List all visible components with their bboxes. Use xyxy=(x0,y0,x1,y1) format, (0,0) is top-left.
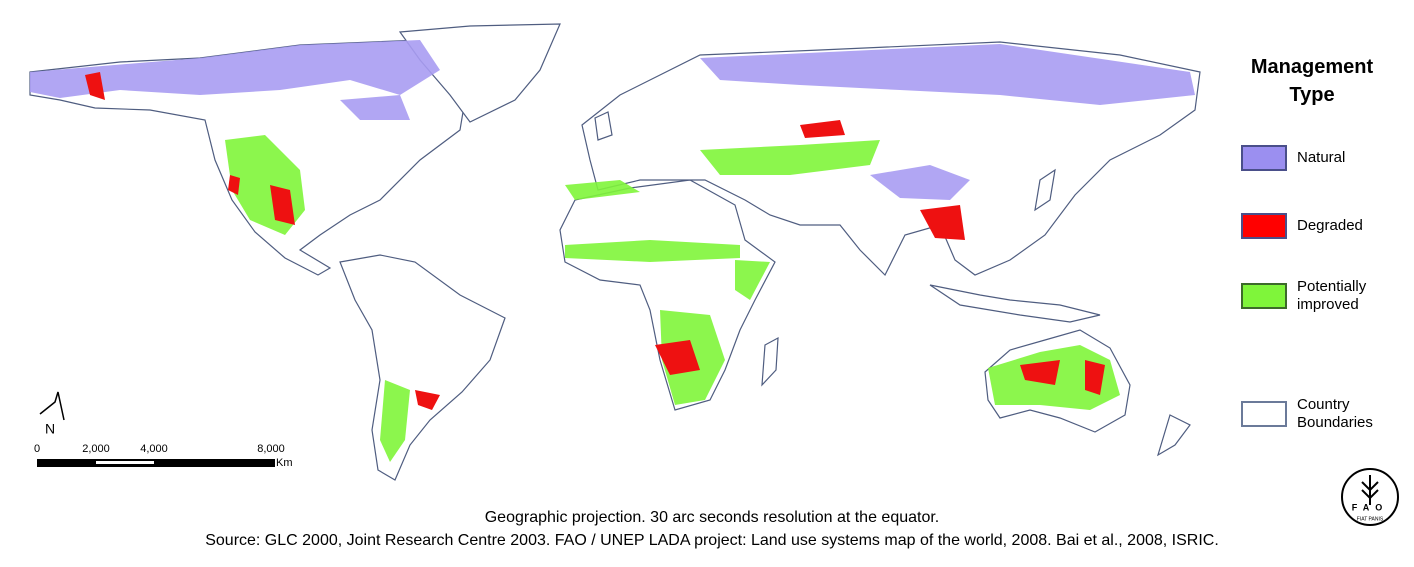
logo-letters: FAO xyxy=(1352,502,1389,512)
north-label: N xyxy=(45,421,55,437)
new-zealand xyxy=(1156,414,1191,457)
indonesia xyxy=(929,284,1101,323)
scale-label: 0 xyxy=(34,443,40,455)
british-isles xyxy=(594,111,613,141)
legend-label: Natural xyxy=(1297,149,1345,166)
degraded-cover xyxy=(270,185,295,225)
improved-cover xyxy=(380,380,410,462)
degraded-cover xyxy=(920,205,965,240)
scale-label: 4,000 xyxy=(140,443,168,455)
legend-swatch xyxy=(1241,401,1287,427)
legend: Natural Degraded Potentially improved Countr… xyxy=(1241,145,1373,431)
degraded-cover xyxy=(228,175,240,195)
improved-cover xyxy=(565,240,740,262)
scale-label: 8,000 xyxy=(257,443,285,455)
degraded-cover xyxy=(655,340,700,375)
scale-bar-black xyxy=(37,459,275,467)
legend-swatch xyxy=(1241,283,1287,309)
caption-line: Geographic projection. 30 arc seconds re… xyxy=(485,509,940,526)
improved-cover xyxy=(700,140,880,175)
logo-motto: FIAT PANIS xyxy=(1357,516,1384,522)
japan xyxy=(1034,168,1056,212)
north-arrow: N xyxy=(39,391,65,437)
degraded-cover xyxy=(1020,360,1060,385)
degraded-cover xyxy=(85,72,105,100)
legend-title: Management Type xyxy=(1251,56,1374,106)
legend-label: Country Boundaries xyxy=(1297,396,1373,431)
degraded-cover xyxy=(415,390,440,410)
madagascar xyxy=(761,336,779,387)
natural-cover xyxy=(870,165,970,200)
eurasia xyxy=(581,41,1201,277)
natural-cover xyxy=(700,44,1195,105)
caption-line: Source: GLC 2000, Joint Research Centre … xyxy=(205,532,1219,549)
degraded-cover xyxy=(1085,360,1105,395)
natural-cover xyxy=(30,40,440,98)
legend-label: Degraded xyxy=(1297,217,1363,234)
natural-cover xyxy=(340,95,410,120)
world-map xyxy=(29,23,1201,481)
legend-swatch xyxy=(1241,145,1287,171)
scale-bar-white xyxy=(96,461,154,464)
scale-label: 2,000 xyxy=(82,443,110,455)
fao-logo: FAO FIAT PANIS xyxy=(1341,468,1399,526)
scale-bar: 0 2,000 4,000 8,000 Km xyxy=(34,443,293,469)
legend-swatch xyxy=(1241,213,1287,239)
legend-label: Potentially improved xyxy=(1297,278,1367,313)
degraded-cover xyxy=(800,120,845,138)
improved-cover xyxy=(565,180,640,200)
south-america xyxy=(339,254,506,481)
scale-unit: Km xyxy=(276,457,293,469)
improved-cover xyxy=(735,260,770,300)
